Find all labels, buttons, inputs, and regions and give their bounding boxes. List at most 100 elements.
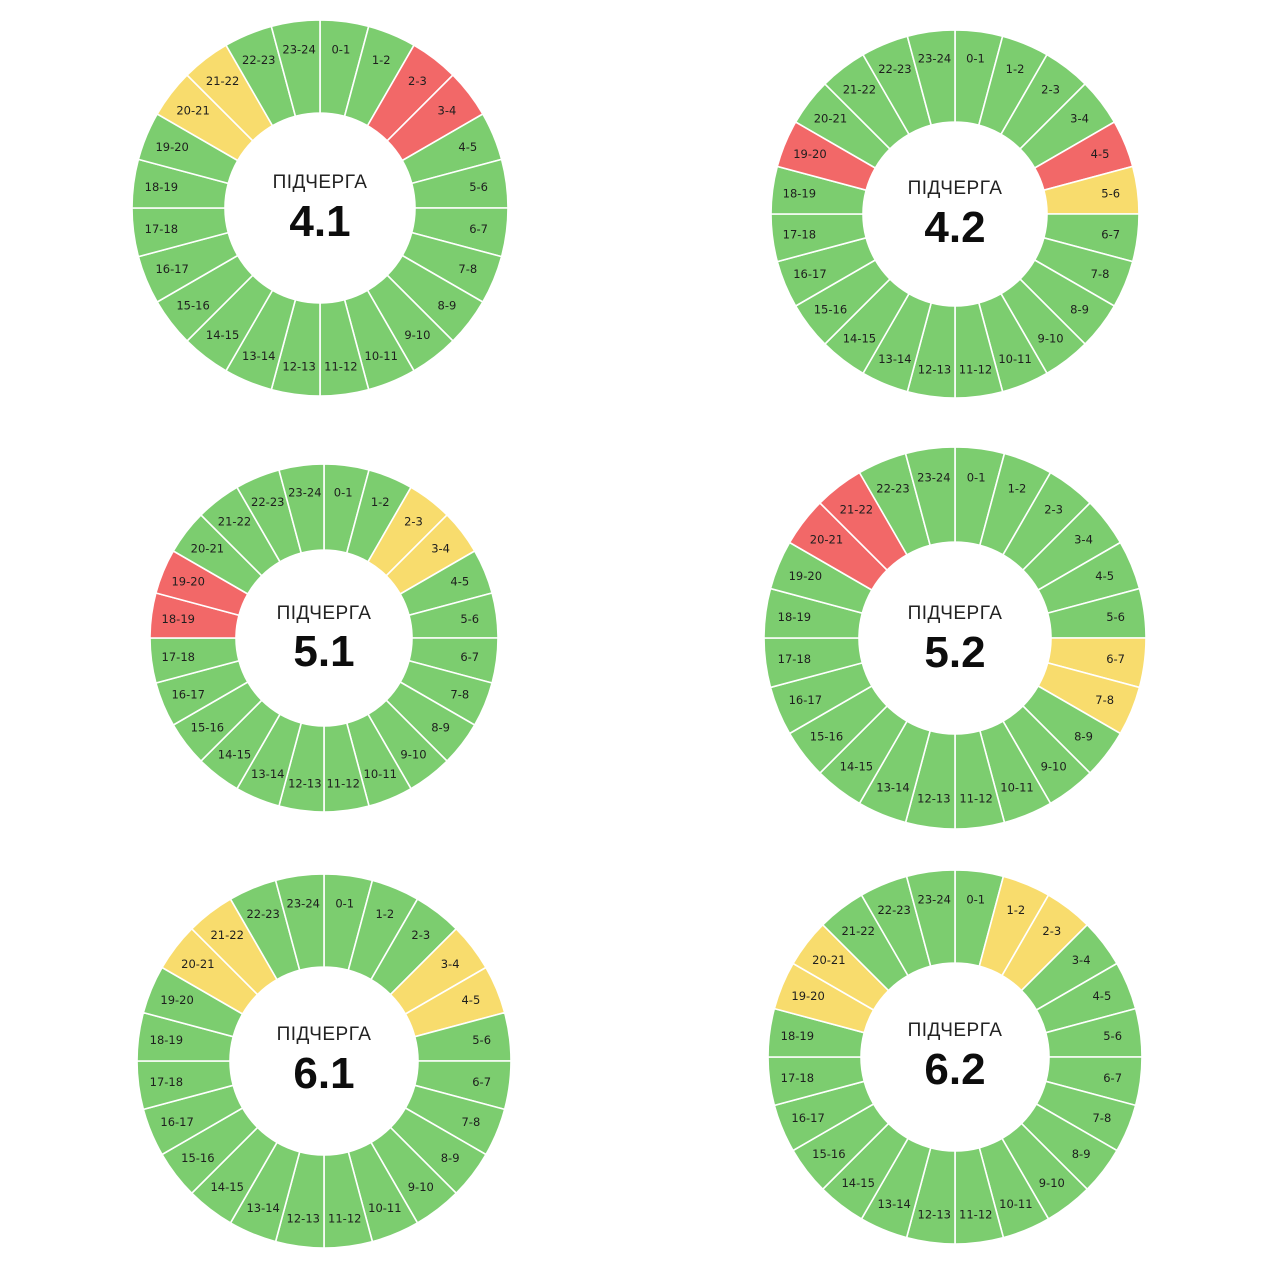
hour-label: 0-1 <box>335 896 354 910</box>
hour-label: 21-22 <box>210 928 243 942</box>
hour-label: 18-19 <box>145 180 178 194</box>
hour-label: 21-22 <box>218 514 251 528</box>
hour-label: 15-16 <box>814 303 847 317</box>
schedule-wheel-4-1: 0-1 1-2 2-3 3-4 4-5 5-6 6-7 7-8 8-9 9-10 10-11 11-1… <box>131 19 509 397</box>
hour-label: 14-15 <box>840 760 873 774</box>
hour-label: 11-12 <box>959 792 992 806</box>
hour-label: 22-23 <box>242 53 275 67</box>
hour-label: 8-9 <box>1072 1147 1091 1161</box>
hour-label: 0-1 <box>331 42 350 56</box>
hour-label: 23-24 <box>917 470 950 484</box>
hour-label: 17-18 <box>162 650 195 664</box>
hour-label: 15-16 <box>810 730 843 744</box>
hour-label: 19-20 <box>789 569 822 583</box>
hour-label: 4-5 <box>458 140 477 154</box>
hour-label: 1-2 <box>1008 481 1027 495</box>
hour-label: 21-22 <box>206 74 239 88</box>
hour-label: 11-12 <box>324 360 357 374</box>
hour-label: 16-17 <box>789 693 822 707</box>
hour-label: 3-4 <box>438 104 457 118</box>
hour-label: 6-7 <box>1101 227 1120 241</box>
hour-label: 18-19 <box>778 610 811 624</box>
hour-label: 3-4 <box>441 957 460 971</box>
hour-label: 20-21 <box>810 532 843 546</box>
hour-label: 22-23 <box>246 907 279 921</box>
hour-label: 17-18 <box>778 652 811 666</box>
wheel-center <box>225 113 415 303</box>
hour-label: 19-20 <box>793 147 826 161</box>
schedule-wheel-5-2: 0-1 1-2 2-3 3-4 4-5 5-6 6-7 7-8 8-9 9-10 10-11 11-1… <box>763 446 1147 830</box>
hour-label: 18-19 <box>781 1029 814 1043</box>
hour-label: 20-21 <box>812 953 845 967</box>
hour-label: 19-20 <box>791 989 824 1003</box>
queue-number: 5.1 <box>293 627 354 676</box>
hour-label: 16-17 <box>160 1115 193 1129</box>
hour-label: 10-11 <box>999 1197 1032 1211</box>
hour-label: 4-5 <box>450 575 469 589</box>
hour-label: 4-5 <box>461 993 480 1007</box>
hour-label: 2-3 <box>1044 502 1063 516</box>
hour-label: 2-3 <box>404 514 423 528</box>
hour-label: 15-16 <box>181 1151 214 1165</box>
hour-label: 5-6 <box>469 180 488 194</box>
hour-label: 0-1 <box>967 470 986 484</box>
hour-label: 11-12 <box>328 1212 361 1226</box>
hour-label: 5-6 <box>1106 610 1125 624</box>
hour-label: 10-11 <box>368 1201 401 1215</box>
hour-label: 2-3 <box>408 74 427 88</box>
hour-label: 14-15 <box>218 748 251 762</box>
wheel-center <box>863 122 1047 306</box>
hour-label: 17-18 <box>783 227 816 241</box>
hour-label: 13-14 <box>251 767 284 781</box>
hour-label: 8-9 <box>441 1151 460 1165</box>
hour-label: 14-15 <box>210 1180 243 1194</box>
hour-label: 16-17 <box>793 267 826 281</box>
hour-label: 4-5 <box>1095 569 1114 583</box>
hour-label: 20-21 <box>191 542 224 556</box>
hour-label: 13-14 <box>877 1197 910 1211</box>
queue-number: 6.1 <box>293 1049 354 1098</box>
hour-label: 3-4 <box>1070 111 1089 125</box>
queue-caption: ПІДЧЕРГА <box>273 172 368 193</box>
hour-label: 8-9 <box>438 298 457 312</box>
hour-label: 21-22 <box>840 502 873 516</box>
hour-label: 5-6 <box>1101 187 1120 201</box>
hour-label: 14-15 <box>841 1176 874 1190</box>
hour-label: 23-24 <box>282 42 315 56</box>
hour-label: 23-24 <box>288 485 321 499</box>
wheel-center <box>861 963 1049 1151</box>
hour-label: 0-1 <box>966 51 985 65</box>
hour-label: 6-7 <box>1106 652 1125 666</box>
hour-label: 9-10 <box>1039 1176 1065 1190</box>
queue-caption: ПІДЧЕРГА <box>908 178 1003 199</box>
wheel-center <box>859 542 1051 734</box>
hour-label: 7-8 <box>450 687 469 701</box>
hour-label: 10-11 <box>365 349 398 363</box>
hour-label: 10-11 <box>998 352 1031 366</box>
queue-caption: ПІДЧЕРГА <box>277 1024 372 1045</box>
hour-label: 12-13 <box>282 360 315 374</box>
hour-label: 11-12 <box>959 1208 992 1222</box>
hour-label: 2-3 <box>1042 924 1061 938</box>
hour-label: 3-4 <box>431 542 450 556</box>
hour-label: 20-21 <box>814 111 847 125</box>
hour-label: 0-1 <box>334 485 353 499</box>
hour-label: 6-7 <box>472 1075 491 1089</box>
hour-label: 17-18 <box>781 1071 814 1085</box>
hour-label: 21-22 <box>841 924 874 938</box>
queue-number: 5.2 <box>924 628 985 677</box>
hour-label: 19-20 <box>155 140 188 154</box>
hour-label: 7-8 <box>1091 267 1110 281</box>
hour-label: 8-9 <box>1070 303 1089 317</box>
queue-caption: ПІДЧЕРГА <box>908 603 1003 624</box>
queue-caption: ПІДЧЕРГА <box>908 1020 1003 1041</box>
hour-label: 0-1 <box>966 892 985 906</box>
hour-label: 3-4 <box>1072 953 1091 967</box>
hour-label: 16-17 <box>171 687 204 701</box>
hour-label: 17-18 <box>145 222 178 236</box>
hour-label: 18-19 <box>150 1033 183 1047</box>
hour-label: 1-2 <box>371 495 390 509</box>
hour-label: 12-13 <box>288 777 321 791</box>
